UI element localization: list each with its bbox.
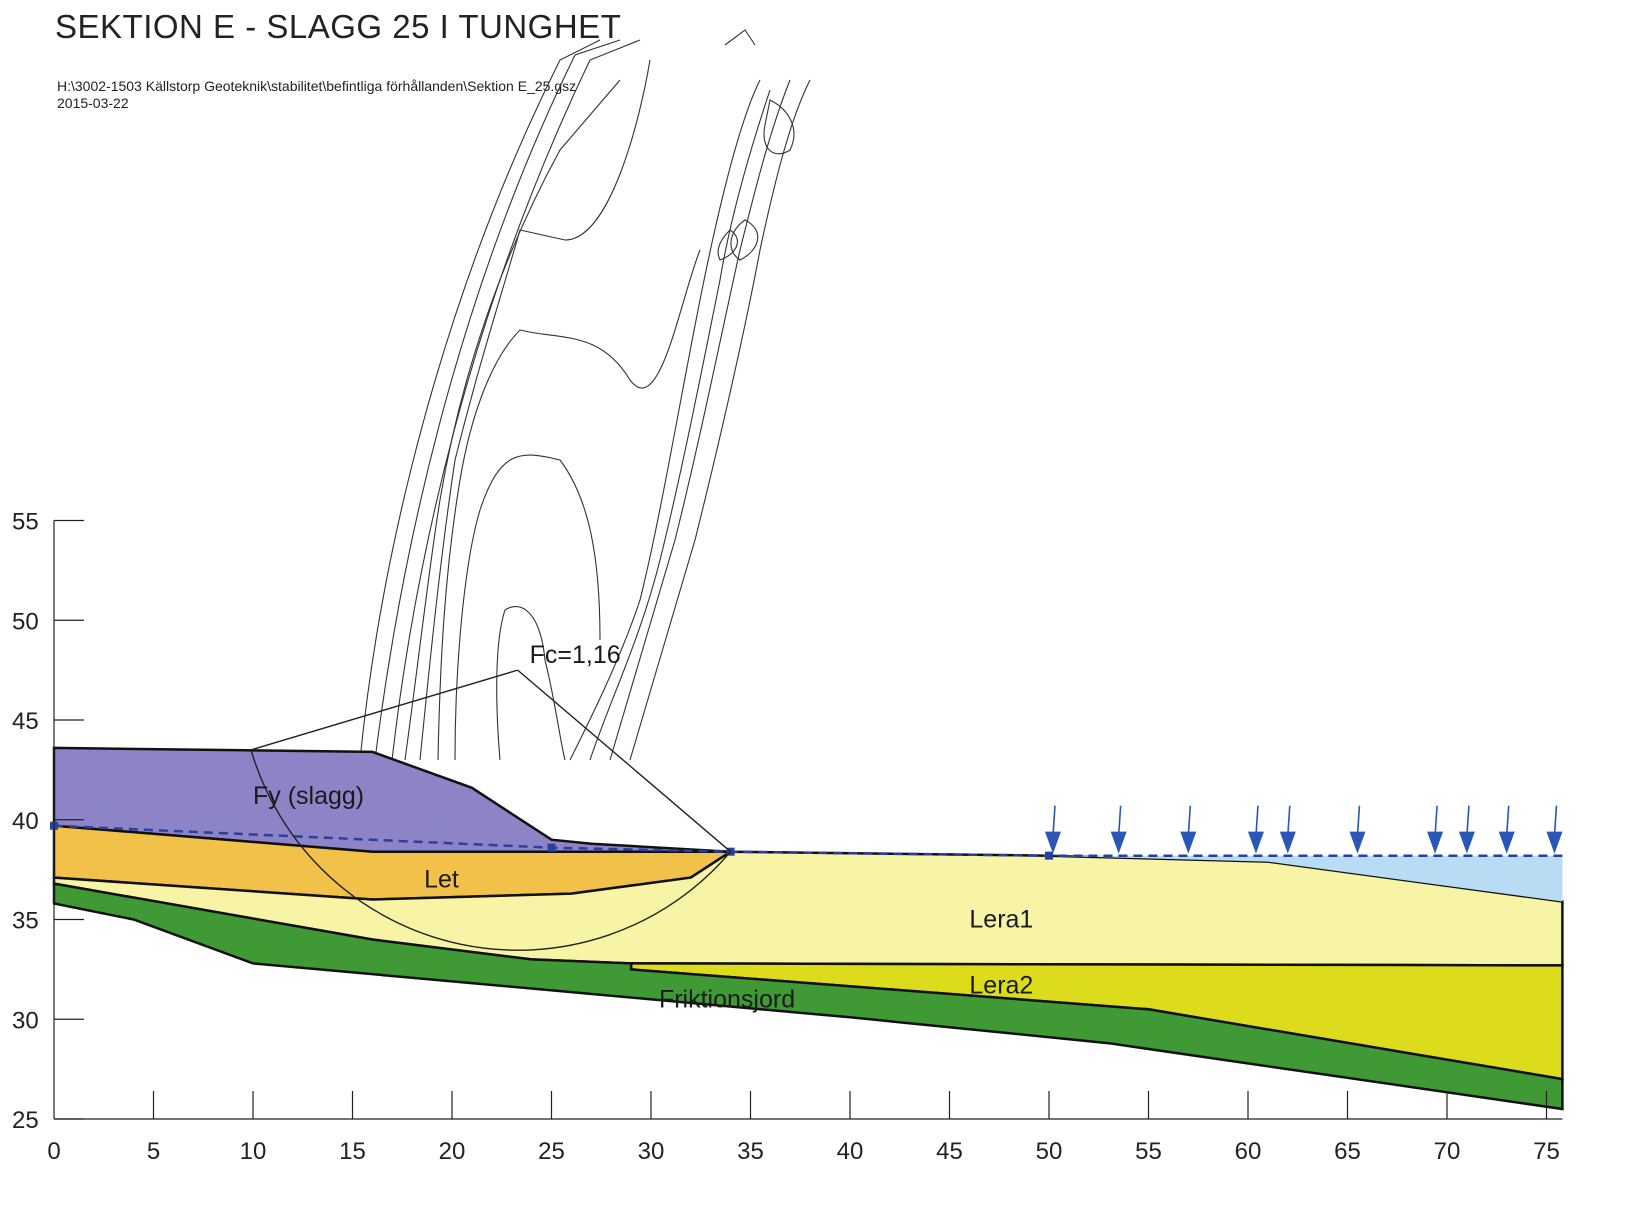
x-tick-label: 15 xyxy=(339,1138,366,1165)
x-tick-label: 65 xyxy=(1334,1138,1361,1165)
label-let: Let xyxy=(424,866,459,894)
safety-factor-label: Fc=1,16 xyxy=(530,641,621,669)
load-arrow-2 xyxy=(1180,805,1197,854)
x-tick-label: 50 xyxy=(1036,1138,1063,1165)
x-tick-label: 55 xyxy=(1135,1138,1162,1165)
label-fy-slagg: Fy (slagg) xyxy=(253,782,364,810)
x-tick-label: 10 xyxy=(240,1138,267,1165)
y-axis-ticks: 25 30 35 40 45 50 55 xyxy=(12,509,84,1134)
load-arrow-6 xyxy=(1427,805,1444,854)
x-tick-label: 45 xyxy=(936,1138,963,1165)
layer-friktionsjord xyxy=(52,882,1564,1111)
load-arrow-0 xyxy=(1044,805,1061,854)
y-tick-label: 35 xyxy=(12,908,39,935)
y-tick-label: 30 xyxy=(12,1007,39,1034)
y-tick-label: 50 xyxy=(12,608,39,635)
y-tick-label: 25 xyxy=(12,1107,39,1134)
load-arrow-1 xyxy=(1110,805,1127,854)
x-axis-ticks: 0 5 10 15 20 25 30 35 40 45 50 55 60 65 70 75 xyxy=(47,1091,1560,1165)
safety-factor-contours xyxy=(359,29,811,761)
slip-radius-right xyxy=(517,669,732,853)
x-tick-label: 0 xyxy=(47,1138,60,1165)
slip-radius-left xyxy=(250,669,518,751)
critical-slip-circle xyxy=(250,749,732,951)
label-lera2: Lera2 xyxy=(969,971,1033,999)
surface-load-arrows xyxy=(1044,805,1563,854)
x-tick-label: 5 xyxy=(147,1138,160,1165)
page-title: SEKTION E - SLAGG 25 I TUNGHET xyxy=(55,8,622,45)
x-tick-label: 75 xyxy=(1533,1138,1560,1165)
load-arrow-8 xyxy=(1498,805,1515,854)
x-tick-label: 30 xyxy=(638,1138,665,1165)
x-tick-label: 60 xyxy=(1235,1138,1262,1165)
slip-surface xyxy=(250,669,732,951)
y-tick-label: 55 xyxy=(12,509,39,536)
load-arrow-3 xyxy=(1247,805,1264,854)
phreatic-node-1 xyxy=(547,843,556,852)
phreatic-node-3 xyxy=(1045,851,1053,860)
x-tick-label: 40 xyxy=(837,1138,864,1165)
load-arrow-9 xyxy=(1546,805,1563,854)
load-arrow-5 xyxy=(1349,805,1366,854)
load-arrow-7 xyxy=(1458,805,1475,854)
x-tick-label: 35 xyxy=(737,1138,764,1165)
x-tick-label: 20 xyxy=(439,1138,466,1165)
x-tick-label: 25 xyxy=(538,1138,565,1165)
y-tick-label: 40 xyxy=(12,808,39,835)
date-label: 2015-03-22 xyxy=(57,95,129,111)
label-friktionsjord: Friktionsjord xyxy=(659,985,795,1013)
x-tick-label: 70 xyxy=(1434,1138,1461,1165)
water-body xyxy=(1049,855,1563,902)
load-arrow-4 xyxy=(1279,805,1296,854)
label-lera1: Lera1 xyxy=(969,905,1033,933)
file-path: H:\3002-1503 Källstorp Geoteknik\stabili… xyxy=(57,78,577,94)
y-tick-label: 45 xyxy=(12,708,39,735)
